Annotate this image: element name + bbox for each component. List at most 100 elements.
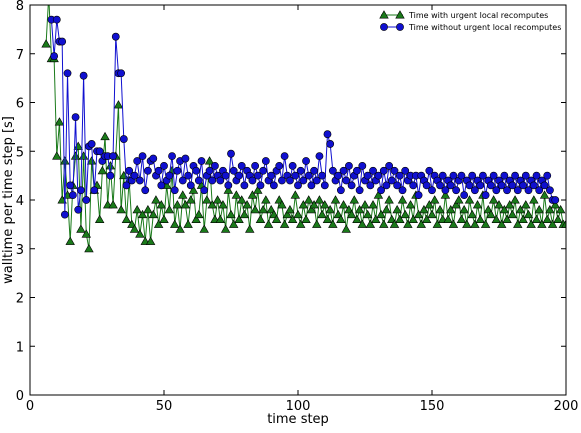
data-point: [377, 186, 385, 195]
data-point: [518, 214, 528, 223]
data-point: [487, 181, 495, 190]
data-point: [551, 196, 560, 204]
data-point: [228, 219, 239, 228]
data-point: [436, 181, 444, 190]
data-point: [100, 131, 110, 141]
data-point: [296, 166, 305, 175]
data-point: [526, 219, 536, 228]
data-point: [245, 224, 255, 233]
data-point: [355, 186, 364, 195]
data-point: [539, 190, 550, 199]
data-point: [191, 214, 201, 223]
data-point: [133, 157, 142, 165]
legend: Time with urgent local recomputes Time wi…: [379, 10, 561, 32]
data-point: [529, 181, 538, 190]
data-point: [400, 209, 410, 219]
data-point: [224, 181, 233, 190]
data-point: [496, 219, 507, 228]
data-point: [457, 171, 466, 180]
data-point: [261, 195, 271, 204]
data-point: [95, 147, 104, 156]
data-point: [488, 195, 499, 204]
y-tick-label: 3: [16, 243, 24, 258]
data-point: [389, 219, 400, 228]
data-point: [253, 185, 263, 194]
data-point: [507, 209, 518, 219]
data-point: [315, 152, 324, 161]
data-point: [379, 219, 389, 228]
data-point: [452, 186, 461, 195]
data-point: [414, 191, 423, 200]
x-tick-label: 50: [156, 399, 173, 414]
data-point: [239, 209, 250, 219]
data-point: [267, 171, 276, 180]
data-point: [111, 32, 120, 41]
data-point: [405, 200, 416, 209]
data-point: [532, 171, 541, 180]
data-point: [271, 214, 282, 223]
data-point: [317, 209, 327, 219]
data-point: [310, 166, 318, 175]
data-point: [468, 171, 477, 180]
data-point: [159, 214, 169, 223]
data-point: [295, 219, 306, 228]
legend-marker: [380, 23, 388, 31]
data-point: [475, 214, 485, 223]
data-point: [52, 15, 61, 24]
data-point: [393, 181, 402, 190]
data-point: [141, 186, 150, 195]
y-tick-label: 8: [16, 0, 24, 14]
data-point: [144, 166, 152, 175]
data-point: [320, 181, 329, 190]
data-point: [382, 181, 391, 190]
data-point: [489, 171, 498, 180]
data-point: [306, 204, 317, 214]
data-point: [486, 209, 496, 219]
data-point: [138, 152, 147, 161]
data-point: [41, 39, 51, 48]
data-point: [226, 209, 236, 219]
data-point: [148, 209, 158, 219]
data-point: [71, 113, 80, 122]
data-point: [346, 209, 357, 219]
data-point: [401, 166, 410, 175]
data-point: [237, 195, 247, 204]
data-point: [376, 209, 386, 219]
data-point: [76, 224, 86, 233]
data-point: [205, 166, 214, 175]
data-point: [255, 214, 266, 223]
plot-frame: [29, 4, 567, 396]
data-point: [543, 171, 552, 180]
y-tick-label: 7: [16, 48, 24, 63]
x-tick-label: 200: [554, 399, 579, 414]
data-point: [470, 186, 479, 195]
data-point: [157, 181, 166, 190]
data-point: [52, 151, 62, 160]
data-point: [519, 181, 528, 190]
data-point: [250, 204, 260, 214]
data-point: [237, 161, 246, 170]
data-point: [304, 171, 313, 180]
data-point: [547, 219, 558, 228]
data-point: [357, 219, 368, 228]
data-point: [363, 171, 372, 180]
data-point: [204, 156, 215, 165]
data-point: [143, 204, 153, 214]
data-point: [421, 214, 432, 223]
data-point: [188, 185, 199, 194]
data-point: [449, 171, 458, 180]
data-point: [534, 204, 544, 214]
data-point: [106, 171, 115, 180]
data-point: [78, 151, 89, 160]
data-point: [550, 200, 560, 209]
data-point: [235, 171, 243, 180]
data-point: [424, 200, 435, 209]
data-point: [368, 200, 378, 209]
data-point: [231, 190, 242, 199]
data-point: [109, 152, 117, 161]
data-point: [132, 204, 142, 214]
data-point: [194, 176, 203, 185]
data-point: [87, 140, 96, 148]
data-point: [403, 219, 413, 228]
data-point: [334, 171, 343, 180]
